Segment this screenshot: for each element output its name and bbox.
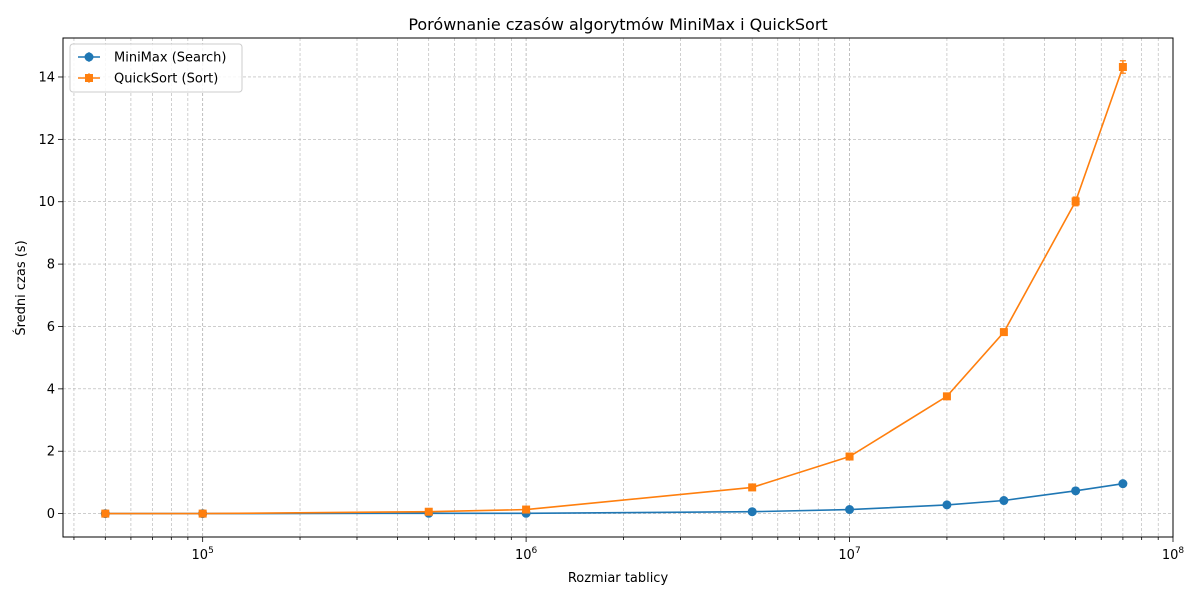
plot-frame: [62, 37, 1174, 538]
data-point: [748, 483, 757, 492]
data-point: [1118, 63, 1127, 72]
ticks: 0 2 4 6 8 10 12 14 105 106 107 108: [38, 70, 1184, 563]
grid: [63, 38, 1174, 537]
legend-marker: [85, 74, 93, 82]
y-tick-label: 14: [38, 70, 55, 85]
data-point: [999, 328, 1008, 337]
y-tick-label: 2: [47, 445, 55, 460]
data-point: [522, 505, 531, 514]
data-point: [1071, 486, 1081, 496]
data-point: [1118, 479, 1128, 489]
x-tick-label: 105: [192, 546, 214, 563]
data-point: [747, 507, 757, 517]
series-2: [101, 60, 1127, 518]
data-point: [198, 509, 207, 518]
chart-title: Porównanie czasów algorytmów MiniMax i Q…: [408, 15, 827, 34]
y-tick-label: 10: [38, 195, 55, 210]
data-point: [1071, 197, 1080, 206]
x-tick-label: 108: [1162, 546, 1185, 563]
series-layer: [100, 60, 1128, 519]
legend-frame: [69, 43, 243, 93]
data-point: [942, 392, 951, 401]
legend-label: MiniMax (Search): [114, 51, 227, 66]
y-tick-label: 0: [47, 507, 55, 522]
y-tick-label: 6: [47, 320, 55, 335]
data-point: [845, 505, 855, 515]
y-tick-label: 4: [47, 382, 55, 397]
series-line: [105, 482, 1124, 515]
data-point: [845, 452, 854, 461]
y-tick-label: 8: [47, 258, 55, 273]
data-point: [101, 509, 110, 518]
data-point: [999, 496, 1009, 506]
legend: MiniMax (Search) QuickSort (Sort): [69, 43, 243, 93]
data-point: [424, 507, 433, 516]
series-1: [100, 479, 1128, 519]
series-line: [105, 66, 1124, 515]
legend-label: QuickSort (Sort): [114, 72, 218, 87]
x-tick-label: 107: [838, 546, 860, 563]
data-point: [942, 500, 952, 510]
legend-marker: [84, 52, 94, 62]
y-tick-label: 12: [38, 133, 55, 148]
x-axis-label: Rozmiar tablicy: [568, 571, 669, 586]
y-axis-label: Średni czas (s): [13, 240, 29, 335]
x-tick-label: 106: [515, 546, 538, 563]
